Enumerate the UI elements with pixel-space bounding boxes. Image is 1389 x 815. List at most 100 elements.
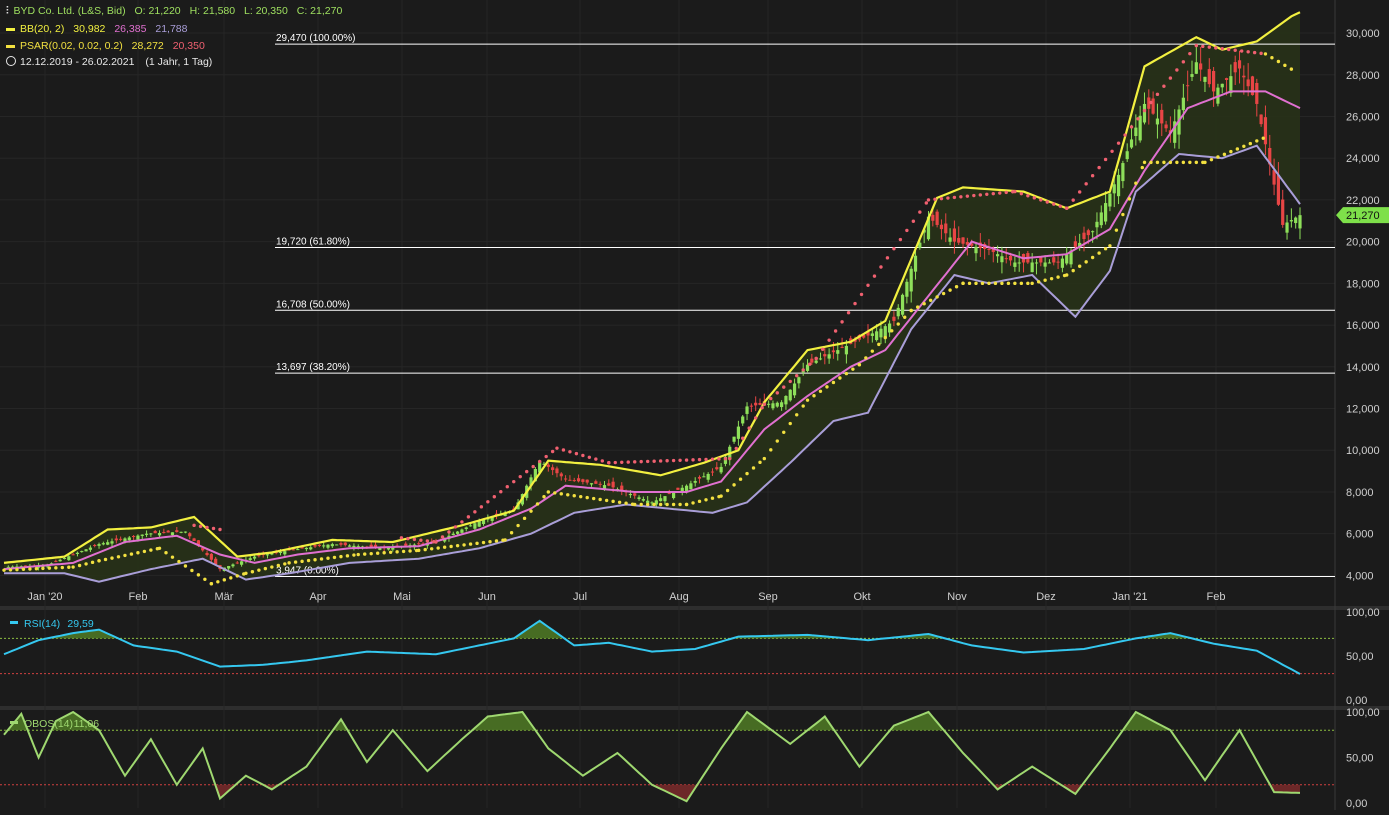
- psar-dot: [357, 553, 360, 556]
- y-tick-label: 8,000: [1346, 487, 1374, 499]
- candle: [154, 531, 157, 533]
- psar-value-1: 28,272: [132, 40, 164, 52]
- psar-dot: [672, 503, 675, 506]
- candle: [573, 480, 576, 481]
- rsi-panel: [0, 610, 1389, 706]
- psar-dot: [406, 537, 409, 540]
- candle: [590, 483, 593, 484]
- psar-dot: [54, 566, 57, 569]
- candle: [996, 254, 999, 256]
- candle: [832, 350, 835, 352]
- psar-dot: [685, 503, 688, 506]
- fib-label: 16,708 (50.00%): [276, 299, 350, 310]
- candle: [823, 354, 826, 356]
- psar-dot: [449, 545, 452, 548]
- psar-dot: [834, 329, 837, 332]
- candle: [797, 377, 800, 383]
- psar-dot: [205, 526, 208, 529]
- psar-dot: [1026, 194, 1029, 197]
- psar-dot: [1249, 142, 1252, 145]
- psar-dot: [1110, 150, 1113, 153]
- candle: [296, 549, 299, 550]
- psar-dot: [1134, 182, 1137, 185]
- psar-dot: [704, 498, 707, 501]
- candle: [884, 326, 887, 337]
- psar-dot: [499, 490, 502, 493]
- candle: [417, 543, 420, 544]
- psar-dot: [61, 566, 64, 569]
- psar-dot: [1259, 52, 1262, 55]
- psar-dot: [547, 490, 550, 493]
- psar-dot: [426, 539, 429, 542]
- candle: [158, 533, 161, 535]
- psar-dot: [981, 282, 984, 285]
- candle: [732, 437, 735, 442]
- candle: [771, 403, 774, 408]
- psar-dot: [905, 229, 908, 232]
- candle: [1044, 262, 1047, 266]
- psar-value-2: 20,350: [173, 40, 205, 52]
- psar-dot: [1195, 161, 1198, 164]
- candle: [184, 532, 187, 533]
- psar-dot: [966, 194, 969, 197]
- psar-dot: [912, 220, 915, 223]
- candle: [1156, 119, 1159, 125]
- psar-dot: [532, 465, 535, 468]
- candle: [469, 525, 472, 526]
- psar-dot: [1149, 101, 1152, 104]
- candle: [132, 536, 135, 537]
- psar-dot: [307, 559, 310, 562]
- ohlc-low: L: 20,350: [244, 5, 288, 17]
- candle: [715, 467, 718, 469]
- psar-dot: [110, 556, 113, 559]
- candle: [339, 543, 342, 545]
- panel-divider: [0, 706, 1389, 710]
- candle: [633, 493, 636, 495]
- candle: [931, 215, 934, 221]
- candle: [1260, 115, 1263, 125]
- candle: [309, 547, 312, 549]
- psar-dot: [1234, 49, 1237, 52]
- psar-dot: [417, 549, 420, 552]
- rsi-label: RSI(14): [24, 618, 60, 630]
- candle: [115, 538, 118, 540]
- rsi-value: 29,59: [67, 618, 93, 630]
- candle: [892, 317, 895, 321]
- candle: [1065, 255, 1068, 264]
- psar-dot: [376, 551, 379, 554]
- candle: [1294, 218, 1297, 223]
- candle: [568, 480, 571, 481]
- candle: [793, 383, 796, 395]
- bars-icon: ⫶: [6, 5, 9, 17]
- candle: [236, 562, 239, 563]
- candle: [940, 225, 943, 229]
- candle: [110, 541, 113, 543]
- psar-dot: [326, 556, 329, 559]
- psar-dot: [1000, 282, 1003, 285]
- candle: [1134, 128, 1137, 136]
- candle: [313, 545, 316, 547]
- candle: [754, 403, 757, 406]
- candle: [1104, 203, 1107, 221]
- candle: [810, 359, 813, 363]
- candle: [456, 532, 459, 534]
- psar-dot: [1208, 45, 1211, 48]
- candle: [167, 531, 170, 533]
- candle: [162, 532, 165, 533]
- psar-dot: [685, 458, 688, 461]
- psar-dot: [244, 572, 247, 575]
- psar-dot: [538, 460, 541, 463]
- candle: [1195, 62, 1198, 74]
- candle: [1061, 259, 1064, 268]
- psar-dot: [408, 549, 411, 552]
- psar-dot: [601, 459, 604, 462]
- psar-dot: [886, 256, 889, 259]
- candle: [102, 543, 105, 544]
- psar-dot: [607, 461, 610, 464]
- psar-dot: [1253, 51, 1256, 54]
- psar-dot: [462, 543, 465, 546]
- period-range: 12.12.2019 - 26.02.2021: [20, 56, 134, 68]
- psar-dot: [1216, 155, 1219, 158]
- fib-label: 29,470 (100.00%): [276, 33, 356, 44]
